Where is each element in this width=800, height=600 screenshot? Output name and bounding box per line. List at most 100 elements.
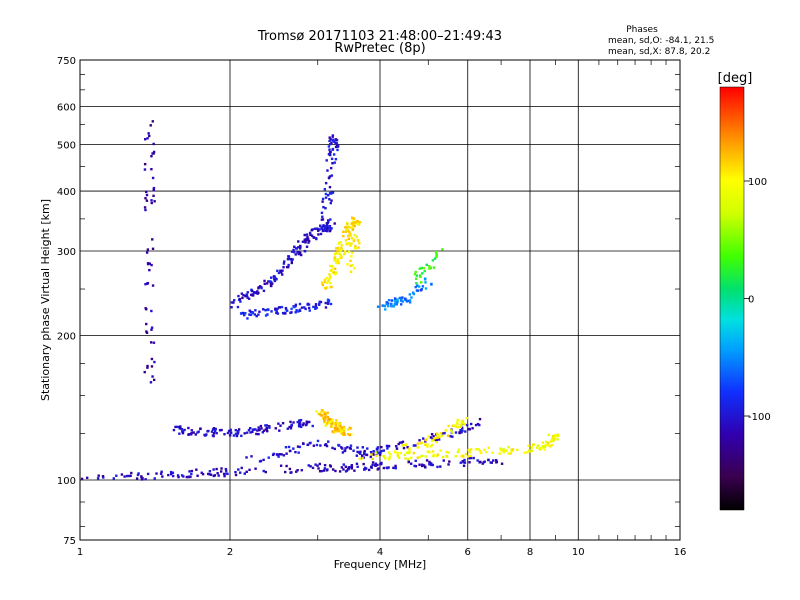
data-point [239,300,242,303]
data-point [348,433,351,437]
data-point [474,423,478,427]
data-point [152,186,156,190]
data-point [350,467,354,470]
data-point [292,421,295,424]
data-point [404,457,407,460]
data-point [324,196,328,199]
data-point [321,197,325,201]
data-point [301,240,305,243]
data-point [331,266,334,269]
data-point [112,477,115,480]
data-point [412,292,416,296]
x-tick-label: 4 [377,547,383,558]
data-point [467,448,471,452]
data-point [480,451,483,455]
data-point [276,312,280,315]
data-point [352,449,355,452]
data-point [285,452,288,455]
data-point [315,306,318,310]
data-point [340,248,343,251]
data-point [439,449,442,452]
data-point [316,227,319,231]
data-point [234,428,238,432]
data-point [263,279,266,283]
data-point [324,192,328,196]
data-point [361,457,364,460]
data-point [313,227,317,230]
data-point [331,162,334,165]
data-point [276,269,279,273]
data-point [406,451,410,455]
data-point [456,426,460,429]
data-point [345,469,349,472]
data-point [240,466,243,470]
data-point [460,430,464,433]
data-point [376,446,380,449]
data-point [290,423,293,427]
data-point [332,153,336,156]
data-point [416,284,419,287]
data-point [302,422,305,425]
data-point [358,221,362,224]
data-point [320,211,324,215]
data-point [445,450,448,454]
data-point [327,277,331,281]
data-point [346,432,350,436]
data-point [371,463,374,467]
data-point [469,448,473,451]
data-point [420,266,423,270]
data-point [431,259,435,262]
data-point [264,470,268,474]
data-point [347,428,350,431]
data-point [408,447,411,450]
data-point [354,244,357,248]
data-point [419,281,423,284]
data-point [355,235,358,238]
data-point [330,157,334,161]
data-point [151,238,154,241]
data-point [129,474,132,478]
data-point [325,444,329,448]
data-point [328,418,331,421]
data-point [327,176,331,180]
data-point [386,447,389,450]
data-point [172,428,176,432]
data-point [334,141,337,145]
data-point [337,427,341,430]
data-point [394,464,397,468]
data-point [439,465,442,468]
data-point [330,264,334,268]
data-point [449,435,452,438]
data-point [403,453,407,457]
data-point [270,284,273,287]
data-point [152,142,155,146]
data-point [369,465,373,469]
data-point [355,220,359,223]
data-point [268,424,271,428]
data-point [358,242,361,245]
data-point [145,190,148,194]
data-point [323,280,326,284]
data-point [409,456,413,460]
data-point [487,458,490,462]
data-point [334,424,337,427]
data-point [309,441,312,445]
data-point [435,441,439,444]
data-point [435,255,438,258]
data-point [251,311,255,315]
data-point [436,436,440,439]
data-point [325,422,329,425]
data-point [273,279,277,283]
data-point [445,455,449,458]
data-point [416,289,420,292]
data-point [190,469,194,473]
data-point [146,366,149,369]
data-point [321,283,324,287]
data-point [130,471,133,475]
data-point [337,248,340,251]
data-point [331,468,335,471]
data-point [333,267,337,271]
data-point [383,304,387,308]
data-point [369,455,373,459]
data-point [216,472,219,475]
